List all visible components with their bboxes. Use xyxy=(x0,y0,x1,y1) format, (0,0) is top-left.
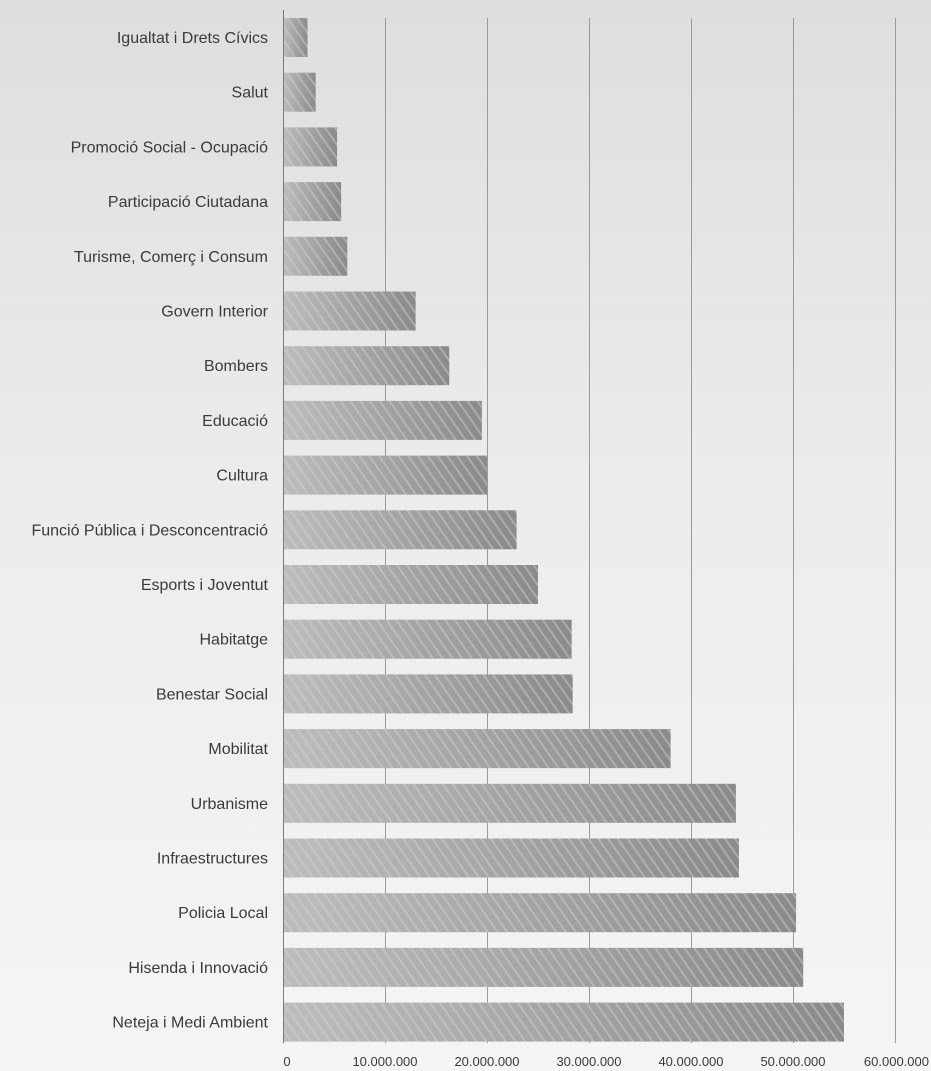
tick-label: 50.000.000 xyxy=(760,1054,825,1069)
category-label: Cultura xyxy=(216,468,268,485)
bar xyxy=(283,783,736,823)
bars xyxy=(283,18,844,1042)
bar xyxy=(283,346,450,386)
category-label: Igualtat i Drets Cívics xyxy=(117,30,268,47)
bar xyxy=(283,510,517,550)
bar xyxy=(283,291,416,331)
bar-hatch xyxy=(283,893,797,933)
bar-hatch xyxy=(283,182,342,222)
category-label: Bombers xyxy=(204,358,268,375)
bar xyxy=(283,18,308,57)
bar-hatch xyxy=(283,565,538,604)
category-label: Mobilitat xyxy=(208,741,268,758)
bar-hatch xyxy=(283,729,671,769)
bar-hatch xyxy=(283,783,736,823)
tick-label: 10.000.000 xyxy=(352,1054,417,1069)
category-label: Neteja i Medi Ambient xyxy=(112,1015,268,1032)
bar-hatch xyxy=(283,674,573,714)
bar xyxy=(283,236,348,276)
bar xyxy=(283,182,342,222)
x-axis-tick-labels: 0 10.000.000 20.000.000 30.000.000 40.000.00… xyxy=(283,1054,929,1069)
tick-label: 60.000.000 xyxy=(864,1054,929,1069)
category-label: Infraestructures xyxy=(157,851,268,868)
tick-label: 40.000.000 xyxy=(658,1054,723,1069)
bar-hatch xyxy=(283,346,450,386)
bar-hatch xyxy=(283,72,316,112)
bar xyxy=(283,893,797,933)
bar xyxy=(283,565,538,604)
bar-hatch xyxy=(283,1002,844,1042)
category-label: Turisme, Comerç i Consum xyxy=(74,249,268,266)
bar xyxy=(283,455,487,495)
category-label: Govern Interior xyxy=(161,304,268,321)
category-label: Habitatge xyxy=(200,632,269,649)
bar-hatch xyxy=(283,291,416,331)
bar xyxy=(283,674,573,714)
bar-hatch xyxy=(283,455,487,495)
bar xyxy=(283,619,572,659)
tick-label: 30.000.000 xyxy=(556,1054,621,1069)
category-label: Educació xyxy=(202,413,268,430)
bar xyxy=(283,127,338,167)
bar-hatch xyxy=(283,236,348,276)
category-label: Urbanisme xyxy=(191,796,268,813)
bar xyxy=(283,72,316,112)
category-labels: Igualtat i Drets Cívics Salut Promoció Soc… xyxy=(31,30,268,1032)
category-label: Esports i Joventut xyxy=(141,577,269,594)
bar-hatch xyxy=(283,619,572,659)
bar xyxy=(283,729,671,769)
bar-hatch xyxy=(283,947,804,987)
bar-hatch xyxy=(283,400,482,440)
category-label: Policia Local xyxy=(178,905,268,922)
category-label: Salut xyxy=(232,85,269,102)
category-label: Funció Pública i Desconcentració xyxy=(31,522,268,539)
bar xyxy=(283,1002,844,1042)
tick-label: 20.000.000 xyxy=(454,1054,519,1069)
bar xyxy=(283,947,804,987)
category-label: Promoció Social - Ocupació xyxy=(71,139,269,156)
bar-hatch xyxy=(283,838,739,878)
tick-label: 0 xyxy=(283,1054,290,1069)
category-label: Participació Ciutadana xyxy=(108,194,268,211)
bar-hatch xyxy=(283,510,517,550)
category-label: Benestar Social xyxy=(156,686,268,703)
category-label: Hisenda i Innovació xyxy=(128,960,268,977)
bar xyxy=(283,838,739,878)
bar-hatch xyxy=(283,127,338,167)
bar xyxy=(283,400,482,440)
bar-hatch xyxy=(283,18,308,57)
